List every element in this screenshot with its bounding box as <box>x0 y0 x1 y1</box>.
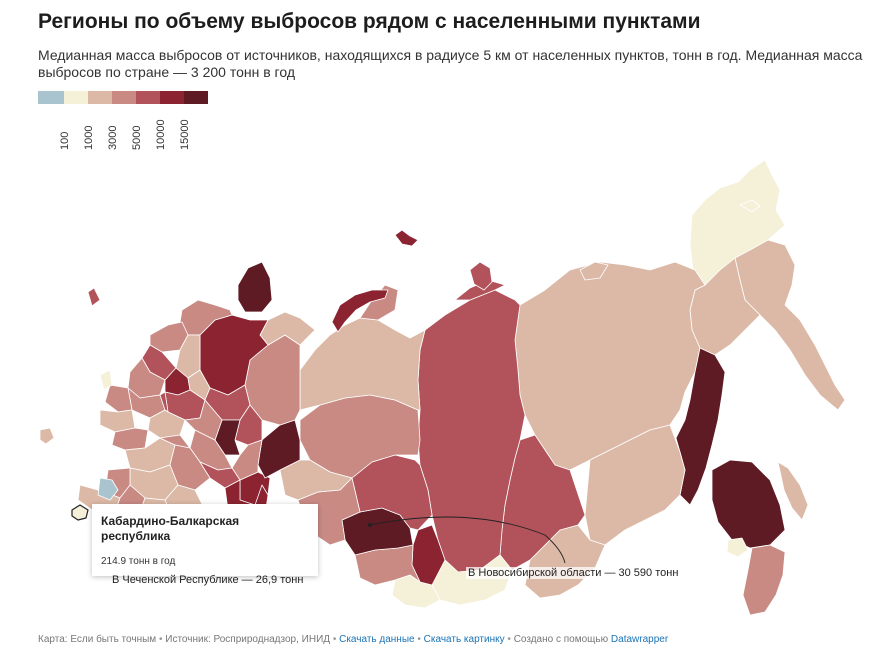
region-ryazan[interactable] <box>147 409 186 439</box>
region-kaliningrad[interactable] <box>39 427 55 445</box>
region-severnaya-zemlya[interactable] <box>469 261 493 291</box>
footer-map-credit: Карта: Если быть точным <box>38 634 157 645</box>
region-jewish-ao[interactable] <box>726 537 749 558</box>
region-smolensk[interactable] <box>104 384 133 413</box>
datawrapper-link[interactable]: Datawrapper <box>610 634 669 645</box>
tooltip-title: Кабардино-Балкарская республика <box>101 514 240 543</box>
legend-swatch-10000-15000 <box>160 91 184 104</box>
map-subtitle: Медианная масса выбросов от источников, … <box>38 47 863 80</box>
footer-separator: • <box>158 634 163 645</box>
legend-swatch-1000-3000 <box>88 91 112 104</box>
region-tyumen[interactable] <box>279 459 353 501</box>
region-chuvashia[interactable] <box>184 399 223 441</box>
region-murmansk[interactable] <box>237 261 273 313</box>
region-primorsky[interactable] <box>742 544 786 616</box>
region-tooltip: Кабардино-Балкарская республика 214.9 то… <box>92 504 318 576</box>
footer-separator: • <box>507 634 511 645</box>
region-kalmykia[interactable] <box>97 477 119 501</box>
region-khabarovsk[interactable] <box>675 347 726 506</box>
annotation-arc <box>369 516 566 564</box>
footer-separator: • <box>332 634 337 645</box>
region-sakhalin[interactable] <box>777 461 809 521</box>
region-amur[interactable] <box>711 459 786 549</box>
region-novaya-zemlya[interactable] <box>331 289 389 333</box>
legend-swatch-3000-5000 <box>112 91 136 104</box>
legend-swatches <box>38 91 208 104</box>
region-krasnoyarsk[interactable] <box>417 289 526 573</box>
region-wrangel[interactable] <box>739 199 761 213</box>
color-legend: 100 1000 3000 5000 10000 15000 <box>38 91 208 154</box>
annotation-novosibirsk: В Новосибирской области — 30 590 тонн <box>466 567 681 579</box>
annotation-dot <box>368 523 372 527</box>
legend-swatch-5000-10000 <box>136 91 160 104</box>
region-yakutia[interactable] <box>514 261 706 471</box>
region-kola-islet[interactable] <box>87 287 101 307</box>
annotation-chechnya: В Чеченской Республике — 26,9 тонн <box>112 574 304 586</box>
region-taimyr-north[interactable] <box>454 279 506 301</box>
download-image-link[interactable]: Скачать картинку <box>423 634 505 645</box>
footer-created-with: Создано с помощью <box>513 634 609 645</box>
footer: Карта: Если быть точным • Источник: Росп… <box>38 634 668 645</box>
legend-swatch-above-15000 <box>184 91 208 104</box>
region-yamal[interactable] <box>299 317 426 411</box>
region-franz-josef[interactable] <box>394 229 419 247</box>
region-nsi[interactable] <box>579 261 609 281</box>
region-kursk[interactable] <box>111 427 149 451</box>
download-data-link[interactable]: Скачать данные <box>339 634 415 645</box>
region-kabardino-balkaria[interactable] <box>71 504 89 521</box>
footer-separator: • <box>417 634 421 645</box>
legend-swatch-below-100 <box>38 91 64 104</box>
region-kamchatka[interactable] <box>734 239 846 411</box>
tooltip-value: 214.9 тонн в год <box>101 556 176 567</box>
region-west-light[interactable] <box>99 369 113 391</box>
footer-source: Источник: Росприроднадзор, ИНИД <box>165 634 331 645</box>
map-title: Регионы по объему выбросов рядом с насел… <box>38 10 701 33</box>
legend-swatch-100-1000 <box>64 91 88 104</box>
